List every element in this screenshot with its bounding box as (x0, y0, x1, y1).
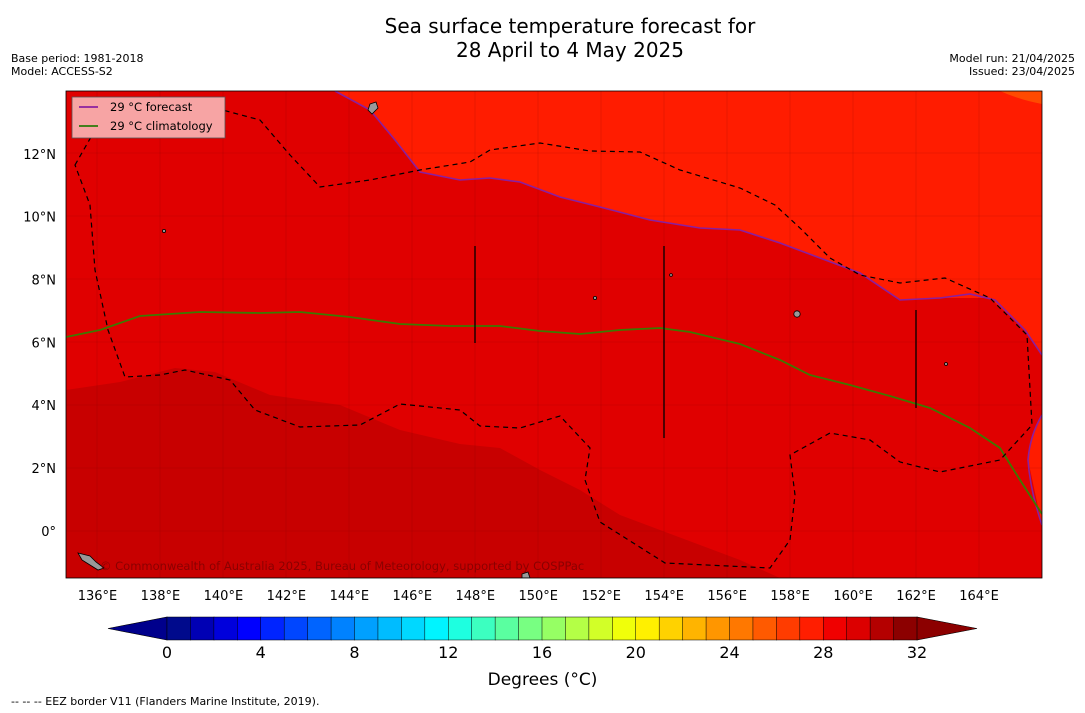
colorbar-swatch (237, 616, 262, 641)
colorbar-swatch (799, 616, 824, 641)
colorbar-swatch (424, 616, 449, 641)
x-tick-label: 152°E (581, 589, 621, 604)
colorbar-swatch (494, 616, 520, 641)
legend-box (71, 96, 226, 139)
legend-climatology-label: 29 °C climatology (110, 119, 213, 133)
colorbar-tick-label: 12 (438, 643, 458, 662)
colorbar-tick-label: 32 (907, 643, 927, 662)
colorbar-swatch (190, 616, 215, 641)
x-tick-label: 138°E (141, 589, 181, 604)
model-run: Model run: 21/04/2025 (949, 52, 1075, 65)
colorbar-swatch (471, 616, 496, 641)
eez-borders (74, 99, 1033, 569)
colorbar-swatch (166, 616, 191, 641)
map-title: Sea surface temperature forecast for 28 … (0, 14, 1085, 62)
x-tick-label: 154°E (644, 589, 684, 604)
colorbar-swatch (541, 616, 566, 641)
colorbar-swatch (307, 616, 332, 641)
model-name: Model: ACCESS-S2 (11, 65, 113, 78)
sst-band-warmest (66, 368, 780, 578)
climatology-29c-contour (66, 311, 1042, 515)
colorbar-swatch (401, 616, 426, 641)
colorbar-swatch (752, 616, 777, 641)
y-axis-ticks: 12°N 10°N 8°N 6°N 4°N 2°N 0° (23, 148, 56, 540)
colorbar-swatch (612, 616, 637, 641)
x-axis-ticks: 136°E 138°E 140°E 142°E 144°E 146°E 148°E 150°E… (78, 589, 999, 604)
colorbar-swatch (635, 616, 660, 641)
track-lines (474, 246, 917, 438)
x-tick-label: 156°E (707, 589, 747, 604)
y-tick-label: 10°N (23, 211, 56, 226)
x-tick-label: 142°E (267, 589, 307, 604)
x-tick-label: 158°E (770, 589, 810, 604)
base-period: Base period: 1981-2018 (11, 52, 144, 65)
colorbar-swatch (330, 616, 356, 641)
colorbar-swatch (283, 616, 309, 641)
colorbar-swatch (377, 616, 402, 641)
x-tick-label: 160°E (833, 589, 873, 604)
colorbar-swatch (729, 616, 754, 641)
colorbar-tick-label: 8 (349, 643, 359, 662)
colorbar-under-extension (107, 616, 168, 641)
x-tick-label: 162°E (896, 589, 936, 604)
title-line-2: 28 April to 4 May 2025 (456, 38, 684, 62)
colorbar-swatch (518, 616, 543, 641)
colorbar-label: Degrees (°C) (487, 670, 598, 690)
colorbar (107, 616, 978, 641)
colorbar-swatch (682, 616, 707, 641)
colorbar-tick-label: 0 (162, 643, 172, 662)
colorbar-swatch (869, 616, 895, 641)
colorbar-swatch (705, 616, 731, 641)
x-tick-label: 150°E (518, 589, 558, 604)
colorbar-swatch (448, 616, 473, 641)
legend-forecast-label: 29 °C forecast (110, 100, 193, 114)
y-tick-label: 6°N (32, 336, 57, 351)
y-tick-label: 4°N (32, 399, 57, 414)
colorbar-tick-label: 28 (813, 643, 833, 662)
map-plot-area: © Commonwealth of Australia 2025, Bureau… (66, 91, 1042, 578)
graticule (66, 91, 1042, 578)
y-tick-label: 0° (41, 525, 56, 540)
x-tick-label: 148°E (456, 589, 496, 604)
meta-right: Model run: 21/04/2025 Issued: 23/04/2025 (949, 52, 1075, 78)
islands (77, 101, 948, 578)
colorbar-swatch (588, 616, 613, 641)
y-tick-label: 12°N (23, 148, 56, 163)
colorbar-tick-label: 20 (626, 643, 646, 662)
colorbar-tick-label: 16 (532, 643, 552, 662)
x-tick-label: 144°E (330, 589, 370, 604)
map-frame (65, 90, 1043, 579)
colorbar-swatch (260, 616, 285, 641)
x-tick-label: 164°E (959, 589, 999, 604)
issued-date: Issued: 23/04/2025 (968, 65, 1075, 78)
colorbar-swatch (893, 616, 918, 641)
colorbar-over-extension (916, 616, 978, 641)
sst-band-coolest (1000, 91, 1042, 104)
y-tick-label: 2°N (32, 462, 57, 477)
colorbar-swatch (354, 616, 379, 641)
colorbar-swatch (658, 616, 684, 641)
colorbar-tick-label: 4 (256, 643, 266, 662)
colorbar-tick-label: 24 (719, 643, 739, 662)
colorbar-ticks: 0 4 8 12 16 20 24 28 32 (162, 643, 927, 662)
title-line-1: Sea surface temperature forecast for (384, 14, 756, 38)
x-tick-label: 146°E (393, 589, 433, 604)
copyright-notice: © Commonwealth of Australia 2025, Bureau… (100, 559, 584, 573)
colorbar-swatch (213, 616, 238, 641)
colorbar-swatch (565, 616, 590, 641)
colorbar-swatch (823, 616, 848, 641)
meta-left: Base period: 1981-2018 Model: ACCESS-S2 (11, 52, 143, 78)
y-tick-label: 8°N (32, 274, 57, 289)
forecast-29c-contour (334, 91, 1042, 356)
x-tick-label: 140°E (204, 589, 244, 604)
map-legend: 29 °C forecast 29 °C climatology (71, 96, 226, 139)
x-tick-label: 136°E (78, 589, 118, 604)
colorbar-swatch (776, 616, 801, 641)
eez-footnote: -- -- -- EEZ border V11 (Flanders Marine… (11, 695, 320, 708)
colorbar-swatch (846, 616, 871, 641)
